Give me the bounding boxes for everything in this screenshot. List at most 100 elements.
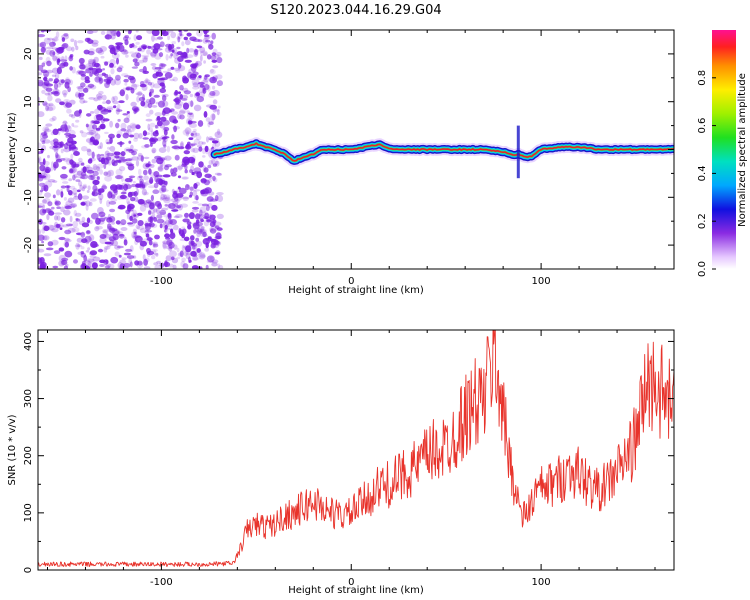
noise-dot <box>115 175 123 180</box>
noise-dot <box>215 74 223 80</box>
noise-dot <box>177 36 181 43</box>
x-tick-label: 100 <box>532 577 551 588</box>
noise-dot <box>81 195 90 200</box>
noise-dot <box>147 123 151 131</box>
noise-dot <box>212 75 218 81</box>
noise-dot <box>103 245 111 250</box>
noise-dot <box>111 227 115 231</box>
noise-dot <box>210 55 217 61</box>
noise-dot <box>81 66 88 70</box>
noise-dot <box>157 166 164 170</box>
noise-dot <box>147 161 151 166</box>
noise-dot <box>129 176 133 183</box>
noise-dot <box>43 173 51 181</box>
noise-dot <box>205 264 209 269</box>
noise-dot <box>75 119 80 123</box>
noise-dot <box>49 41 56 47</box>
noise-dot <box>73 125 79 128</box>
noise-dot <box>105 246 109 250</box>
noise-dot <box>199 228 203 235</box>
noise-dot <box>116 67 123 73</box>
noise-dot <box>103 171 109 176</box>
noise-dot <box>93 56 99 63</box>
noise-dot <box>159 197 164 201</box>
noise-dot <box>170 228 174 234</box>
noise-dot <box>204 187 212 194</box>
noise-dot <box>42 101 48 106</box>
noise-dot <box>198 252 206 260</box>
noise-dot <box>196 249 203 256</box>
noise-dot <box>54 215 58 221</box>
noise-dot <box>134 61 140 67</box>
noise-dot <box>97 49 105 55</box>
noise-dot <box>58 260 65 267</box>
noise-dot <box>146 49 151 55</box>
noise-dot <box>158 147 167 154</box>
noise-dot <box>61 181 69 184</box>
noise-dot <box>72 220 79 228</box>
noise-dot <box>108 236 117 242</box>
noise-dot <box>184 212 189 218</box>
noise-dot <box>117 118 121 122</box>
noise-dot <box>210 243 216 249</box>
noise-dot <box>212 142 217 149</box>
noise-dot <box>106 217 113 223</box>
noise-dot <box>47 104 56 111</box>
noise-dot <box>161 30 169 37</box>
noise-dot <box>151 158 157 164</box>
noise-dot <box>118 91 125 95</box>
noise-dot <box>150 194 154 202</box>
noise-dot <box>202 211 207 217</box>
noise-dot <box>136 95 140 103</box>
x-tick-label: -100 <box>150 276 173 287</box>
noise-dot <box>216 227 223 231</box>
noise-dot <box>163 126 170 132</box>
noise-dot <box>196 227 202 234</box>
noise-dot <box>139 227 147 234</box>
noise-dot <box>120 191 127 195</box>
noise-dot <box>86 169 95 174</box>
noise-dot <box>181 257 186 263</box>
noise-dot <box>44 166 51 174</box>
noise-dot <box>80 167 85 173</box>
noise-dot <box>76 170 83 176</box>
noise-dot <box>65 185 71 189</box>
noise-dot <box>86 30 94 34</box>
noise-dot <box>129 245 134 253</box>
noise-dot <box>163 135 169 143</box>
noise-dot <box>128 257 132 265</box>
noise-dot <box>158 187 164 194</box>
noise-dot <box>126 198 130 205</box>
noise-dot <box>107 263 115 269</box>
noise-dot <box>188 48 195 53</box>
noise-dot <box>130 197 136 202</box>
noise-dot <box>153 43 161 50</box>
noise-dot <box>42 224 47 231</box>
noise-dot <box>117 231 124 236</box>
noise-dot <box>181 94 189 100</box>
noise-dot <box>174 154 180 161</box>
noise-dot <box>115 156 121 161</box>
noise-dot <box>146 30 154 34</box>
noise-dot <box>160 116 167 122</box>
noise-dot <box>122 189 127 195</box>
noise-dot <box>145 180 152 186</box>
noise-dot <box>110 34 116 40</box>
noise-dot <box>137 47 142 52</box>
noise-dot <box>81 187 85 192</box>
noise-dot <box>58 79 64 86</box>
noise-dot <box>53 138 59 143</box>
noise-dot <box>85 123 89 128</box>
noise-dot <box>168 263 174 268</box>
noise-dot <box>91 39 99 45</box>
noise-dot <box>213 240 220 245</box>
noise-dot <box>120 128 127 132</box>
noise-dot <box>38 151 43 155</box>
noise-dot <box>110 240 119 247</box>
noise-dot <box>107 225 114 230</box>
noise-dot <box>182 129 190 136</box>
noise-dot <box>88 258 95 264</box>
snr-frame <box>37 329 675 571</box>
noise-dot <box>60 44 66 48</box>
noise-dot <box>87 185 91 191</box>
